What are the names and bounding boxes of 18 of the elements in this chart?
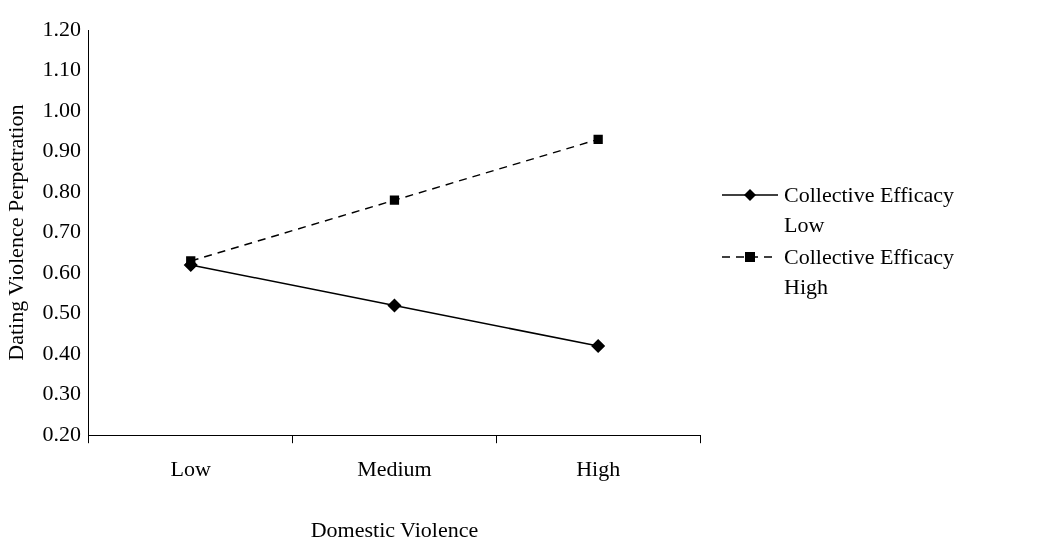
y-tick-label: 0.30	[42, 380, 81, 406]
y-tick-label: 0.60	[42, 258, 81, 284]
y-tick-label: 0.40	[42, 339, 81, 365]
y-tick-label: 1.20	[42, 15, 81, 41]
y-tick-label: 1.10	[42, 56, 81, 82]
y-tick-label: 0.70	[42, 218, 81, 244]
legend-label: Collective Efficacy Low	[784, 181, 956, 239]
x-axis-title: Domestic Violence	[310, 516, 479, 542]
y-axis-title: Dating Violence Perpetration	[2, 104, 28, 361]
y-tick-label: 0.90	[42, 137, 81, 163]
y-tick-label: 0.80	[42, 177, 81, 203]
y-tick-label: 0.50	[42, 299, 81, 325]
y-tick-label: 0.20	[42, 420, 81, 446]
legend-label: Collective Efficacy High	[784, 243, 956, 301]
x-tick-label: Low	[170, 456, 212, 482]
x-tick-label: Medium	[357, 456, 432, 482]
x-tick-label: High	[576, 456, 621, 482]
y-tick-label: 1.00	[42, 96, 81, 122]
